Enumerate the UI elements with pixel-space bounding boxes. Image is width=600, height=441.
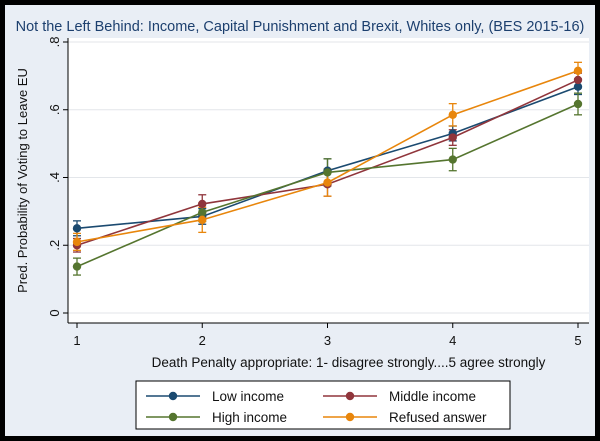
- data-point-high-income: [573, 99, 583, 109]
- x-tick-label: 2: [199, 333, 206, 348]
- data-point-middle-income: [448, 133, 457, 142]
- data-point-refused-answer: [448, 110, 457, 120]
- legend-marker-middle-income: [345, 391, 355, 401]
- data-point-refused-answer: [323, 178, 332, 187]
- y-tick-label: .6: [47, 104, 62, 115]
- legend-box: [135, 380, 511, 430]
- data-point-low-income: [72, 224, 82, 233]
- legend-label-high-income: High income: [212, 410, 287, 425]
- y-tick-label: .2: [47, 240, 62, 251]
- data-point-refused-answer: [573, 66, 583, 75]
- data-point-middle-income: [573, 75, 583, 85]
- chart-background: Not the Left Behind: Income, Capital Pun…: [5, 5, 595, 436]
- data-point-refused-answer: [198, 215, 207, 225]
- y-axis-label: Pred. Probability of Voting to Leave EU: [15, 68, 30, 293]
- data-point-high-income: [72, 262, 82, 271]
- legend-marker-high-income: [168, 412, 178, 422]
- y-tick-label: .4: [47, 172, 62, 183]
- legend-marker-refused-answer: [345, 412, 355, 422]
- legend-label-low-income: Low income: [212, 389, 284, 404]
- chart-title: Not the Left Behind: Income, Capital Pun…: [15, 19, 585, 35]
- data-point-high-income: [323, 168, 332, 177]
- y-tick-label: 0: [47, 309, 62, 316]
- data-point-refused-answer: [72, 237, 82, 247]
- data-point-high-income: [198, 208, 207, 217]
- x-axis-label: Death Penalty appropriate: 1- disagree s…: [152, 355, 546, 370]
- y-tick-label: .8: [47, 37, 62, 48]
- legend-label-refused-answer: Refused answer: [389, 410, 487, 425]
- data-point-high-income: [448, 155, 457, 164]
- chart: 0 .2 .4 .6 .8 1 2 3 4 5 Pred. Probability of Votin…: [15, 37, 589, 430]
- legend-label-middle-income: Middle income: [389, 389, 476, 404]
- x-tick-label: 1: [73, 333, 80, 348]
- data-point-middle-income: [198, 199, 207, 209]
- x-tick-label: 3: [324, 333, 331, 348]
- data-point-low-income: [573, 82, 583, 91]
- x-tick-label: 5: [574, 333, 581, 348]
- legend-marker-low-income: [168, 391, 178, 401]
- x-tick-label: 4: [449, 333, 456, 348]
